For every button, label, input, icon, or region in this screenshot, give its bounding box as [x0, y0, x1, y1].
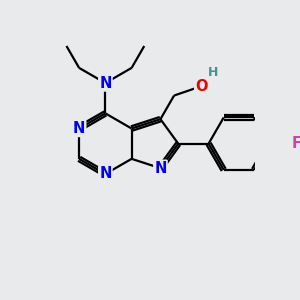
Text: O: O: [195, 79, 208, 94]
Text: F: F: [292, 136, 300, 151]
Text: N: N: [154, 161, 167, 176]
Text: H: H: [208, 66, 218, 79]
Text: N: N: [99, 167, 112, 182]
Text: N: N: [73, 121, 85, 136]
Text: N: N: [99, 76, 112, 91]
